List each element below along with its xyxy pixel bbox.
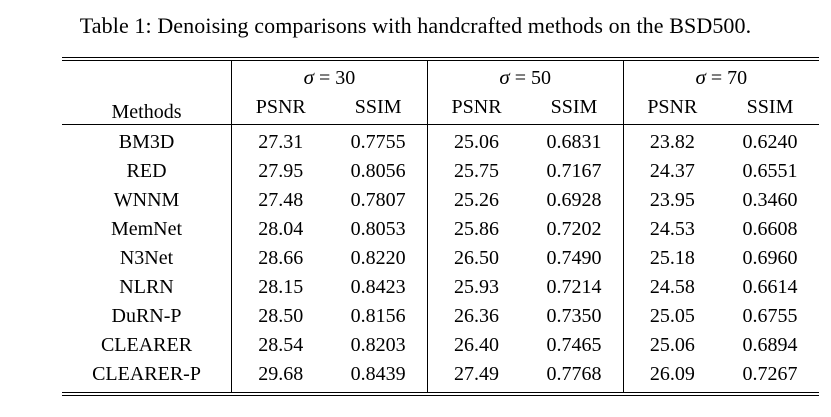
psnr-cell: 27.48 — [231, 186, 330, 215]
ssim-cell: 0.7755 — [350, 131, 406, 153]
psnr-cell: 26.36 — [426, 302, 526, 331]
ssim-cell: 0.8053 — [350, 218, 406, 240]
psnr-cell: 28.04 — [231, 215, 330, 244]
psnr-cell: 27.31 — [231, 124, 330, 157]
ssim-cell: 0.8156 — [350, 305, 406, 327]
psnr-cell: 28.15 — [231, 273, 330, 302]
ssim-cell: 0.7167 — [546, 160, 602, 182]
psnr-cell: 26.09 — [622, 360, 722, 393]
ssim-cell: 0.6551 — [742, 160, 798, 182]
psnr-cell: 24.37 — [622, 157, 722, 186]
method-cell: RED — [126, 160, 167, 182]
ssim-cell: 0.7202 — [546, 218, 602, 240]
ssim-cell: 0.8423 — [350, 276, 406, 298]
psnr-cell: 25.05 — [622, 302, 722, 331]
ssim-cell: 0.8056 — [350, 160, 406, 182]
psnr-column-header: PSNR — [426, 90, 526, 125]
table-caption: Table 1: Denoising comparisons with hand… — [79, 13, 752, 38]
method-cell: WNNM — [113, 189, 180, 211]
sigma-30-header: σ = 30 — [231, 60, 428, 90]
ssim-cell: 0.6894 — [742, 334, 798, 356]
table-row: BM3D 27.31 0.7755 25.06 0.6831 23.82 0.6240 — [62, 124, 819, 157]
denoising-table-wrapper: Methods σ = 30 σ = 50 σ = 70 PSNR SSIM P… — [62, 57, 819, 396]
psnr-cell: 25.75 — [426, 157, 526, 186]
ssim-cell: 0.8220 — [350, 247, 406, 269]
ssim-cell: 0.7267 — [742, 363, 798, 385]
sigma-value: = 30 — [313, 67, 356, 89]
denoising-results-table: Methods σ = 30 σ = 50 σ = 70 PSNR SSIM P… — [62, 60, 819, 393]
table-body: BM3D 27.31 0.7755 25.06 0.6831 23.82 0.6240 RED… — [62, 124, 819, 393]
ssim-cell: 0.8203 — [350, 334, 406, 356]
sigma-50-header: σ = 50 — [426, 60, 624, 90]
psnr-cell: 23.82 — [622, 124, 722, 157]
ssim-cell: 0.7214 — [546, 276, 602, 298]
psnr-column-header: PSNR — [231, 90, 330, 125]
sigma-symbol: σ — [499, 65, 510, 89]
method-cell: CLEARER-P — [92, 363, 201, 385]
ssim-cell: 0.7807 — [350, 189, 406, 211]
psnr-cell: 26.50 — [426, 244, 526, 273]
psnr-cell: 25.06 — [426, 124, 526, 157]
psnr-cell: 25.26 — [426, 186, 526, 215]
ssim-column-header: SSIM — [329, 90, 428, 125]
method-cell: N3Net — [119, 247, 174, 269]
psnr-cell: 28.50 — [231, 302, 330, 331]
psnr-cell: 24.58 — [622, 273, 722, 302]
ssim-cell: 0.7490 — [546, 247, 602, 269]
method-cell: BM3D — [118, 131, 175, 153]
ssim-cell: 0.6614 — [742, 276, 798, 298]
psnr-cell: 28.54 — [231, 331, 330, 360]
psnr-cell: 25.18 — [622, 244, 722, 273]
sigma-symbol: σ — [695, 65, 706, 89]
table-header: Methods σ = 30 σ = 50 σ = 70 PSNR SSIM P… — [62, 60, 819, 125]
methods-header: Methods — [62, 60, 232, 125]
psnr-cell: 28.66 — [231, 244, 330, 273]
method-cell: NLRN — [119, 276, 174, 298]
ssim-column-header: SSIM — [525, 90, 624, 125]
table-row: WNNM 27.48 0.7807 25.26 0.6928 23.95 0.3460 — [62, 186, 819, 215]
ssim-cell: 0.6960 — [742, 247, 798, 269]
ssim-cell: 0.6240 — [742, 131, 798, 153]
psnr-cell: 25.06 — [622, 331, 722, 360]
ssim-cell: 0.6755 — [742, 305, 798, 327]
header-sub-row: PSNR SSIM PSNR SSIM PSNR SSIM — [62, 90, 819, 125]
ssim-cell: 0.7465 — [546, 334, 602, 356]
psnr-cell: 29.68 — [231, 360, 330, 393]
table-row: RED 27.95 0.8056 25.75 0.7167 24.37 0.6551 — [62, 157, 819, 186]
sigma-value: = 50 — [509, 67, 552, 89]
method-cell: CLEARER — [100, 334, 193, 356]
table-row: DuRN-P 28.50 0.8156 26.36 0.7350 25.05 0.6755 — [62, 302, 819, 331]
psnr-cell: 25.86 — [426, 215, 526, 244]
psnr-cell: 23.95 — [622, 186, 722, 215]
ssim-cell: 0.6608 — [742, 218, 798, 240]
table-row: CLEARER-P 29.68 0.8439 27.49 0.7768 26.09 0.72… — [62, 360, 819, 393]
method-cell: MemNet — [110, 218, 183, 240]
ssim-column-header: SSIM — [721, 90, 819, 125]
ssim-cell: 0.8439 — [350, 363, 406, 385]
sigma-symbol: σ — [303, 65, 314, 89]
sigma-value: = 70 — [705, 67, 748, 89]
psnr-cell: 24.53 — [622, 215, 722, 244]
ssim-cell: 0.7350 — [546, 305, 602, 327]
ssim-cell: 0.6831 — [546, 131, 602, 153]
psnr-cell: 25.93 — [426, 273, 526, 302]
psnr-column-header: PSNR — [622, 90, 722, 125]
ssim-cell: 0.7768 — [546, 363, 602, 385]
ssim-cell: 0.3460 — [742, 189, 798, 211]
ssim-cell: 0.6928 — [546, 189, 602, 211]
psnr-cell: 27.49 — [426, 360, 526, 393]
method-cell: DuRN-P — [111, 305, 182, 327]
table-row: N3Net 28.66 0.8220 26.50 0.7490 25.18 0.6960 — [62, 244, 819, 273]
table-row: MemNet 28.04 0.8053 25.86 0.7202 24.53 0.6608 — [62, 215, 819, 244]
psnr-cell: 27.95 — [231, 157, 330, 186]
sigma-70-header: σ = 70 — [622, 60, 819, 90]
table-row: NLRN 28.15 0.8423 25.93 0.7214 24.58 0.6614 — [62, 273, 819, 302]
table-row: CLEARER 28.54 0.8203 26.40 0.7465 25.06 0.6894 — [62, 331, 819, 360]
psnr-cell: 26.40 — [426, 331, 526, 360]
header-group-row: Methods σ = 30 σ = 50 σ = 70 — [62, 60, 819, 125]
